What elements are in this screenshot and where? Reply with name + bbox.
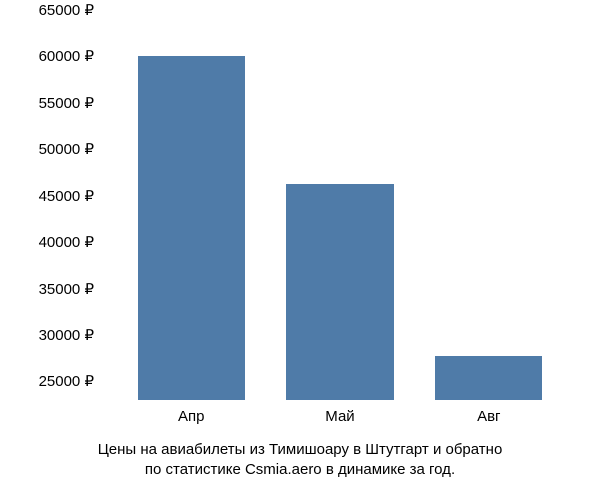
y-tick-label: 25000 ₽ bbox=[39, 372, 94, 390]
chart-caption: Цены на авиабилеты из Тимишоару в Штутга… bbox=[10, 440, 590, 481]
bar bbox=[435, 356, 542, 400]
x-tick-label: Авг bbox=[477, 408, 500, 425]
bar bbox=[138, 56, 245, 400]
bar bbox=[286, 184, 393, 400]
caption-line-1: Цены на авиабилеты из Тимишоару в Штутга… bbox=[98, 441, 503, 458]
x-tick-label: Апр bbox=[178, 408, 204, 425]
y-tick-label: 60000 ₽ bbox=[39, 47, 94, 65]
plot-area: 25000 ₽30000 ₽35000 ₽40000 ₽45000 ₽50000… bbox=[100, 10, 580, 400]
y-tick-label: 50000 ₽ bbox=[39, 140, 94, 158]
y-tick-label: 40000 ₽ bbox=[39, 233, 94, 251]
price-bar-chart: 25000 ₽ 30000 ₽ 35000 ₽ 40000 ₽ 45000 ₽ 50000… bbox=[0, 0, 600, 500]
y-tick-label: 55000 ₽ bbox=[39, 94, 94, 112]
y-tick-label: 35000 ₽ bbox=[39, 280, 94, 298]
y-tick-label: 45000 ₽ bbox=[39, 187, 94, 205]
x-tick-label: Май bbox=[325, 408, 354, 425]
y-tick-label: 65000 ₽ bbox=[39, 1, 94, 19]
caption-line-2: по статистике Csmia.aero в динамике за г… bbox=[145, 461, 455, 478]
y-tick-label: 30000 ₽ bbox=[39, 326, 94, 344]
